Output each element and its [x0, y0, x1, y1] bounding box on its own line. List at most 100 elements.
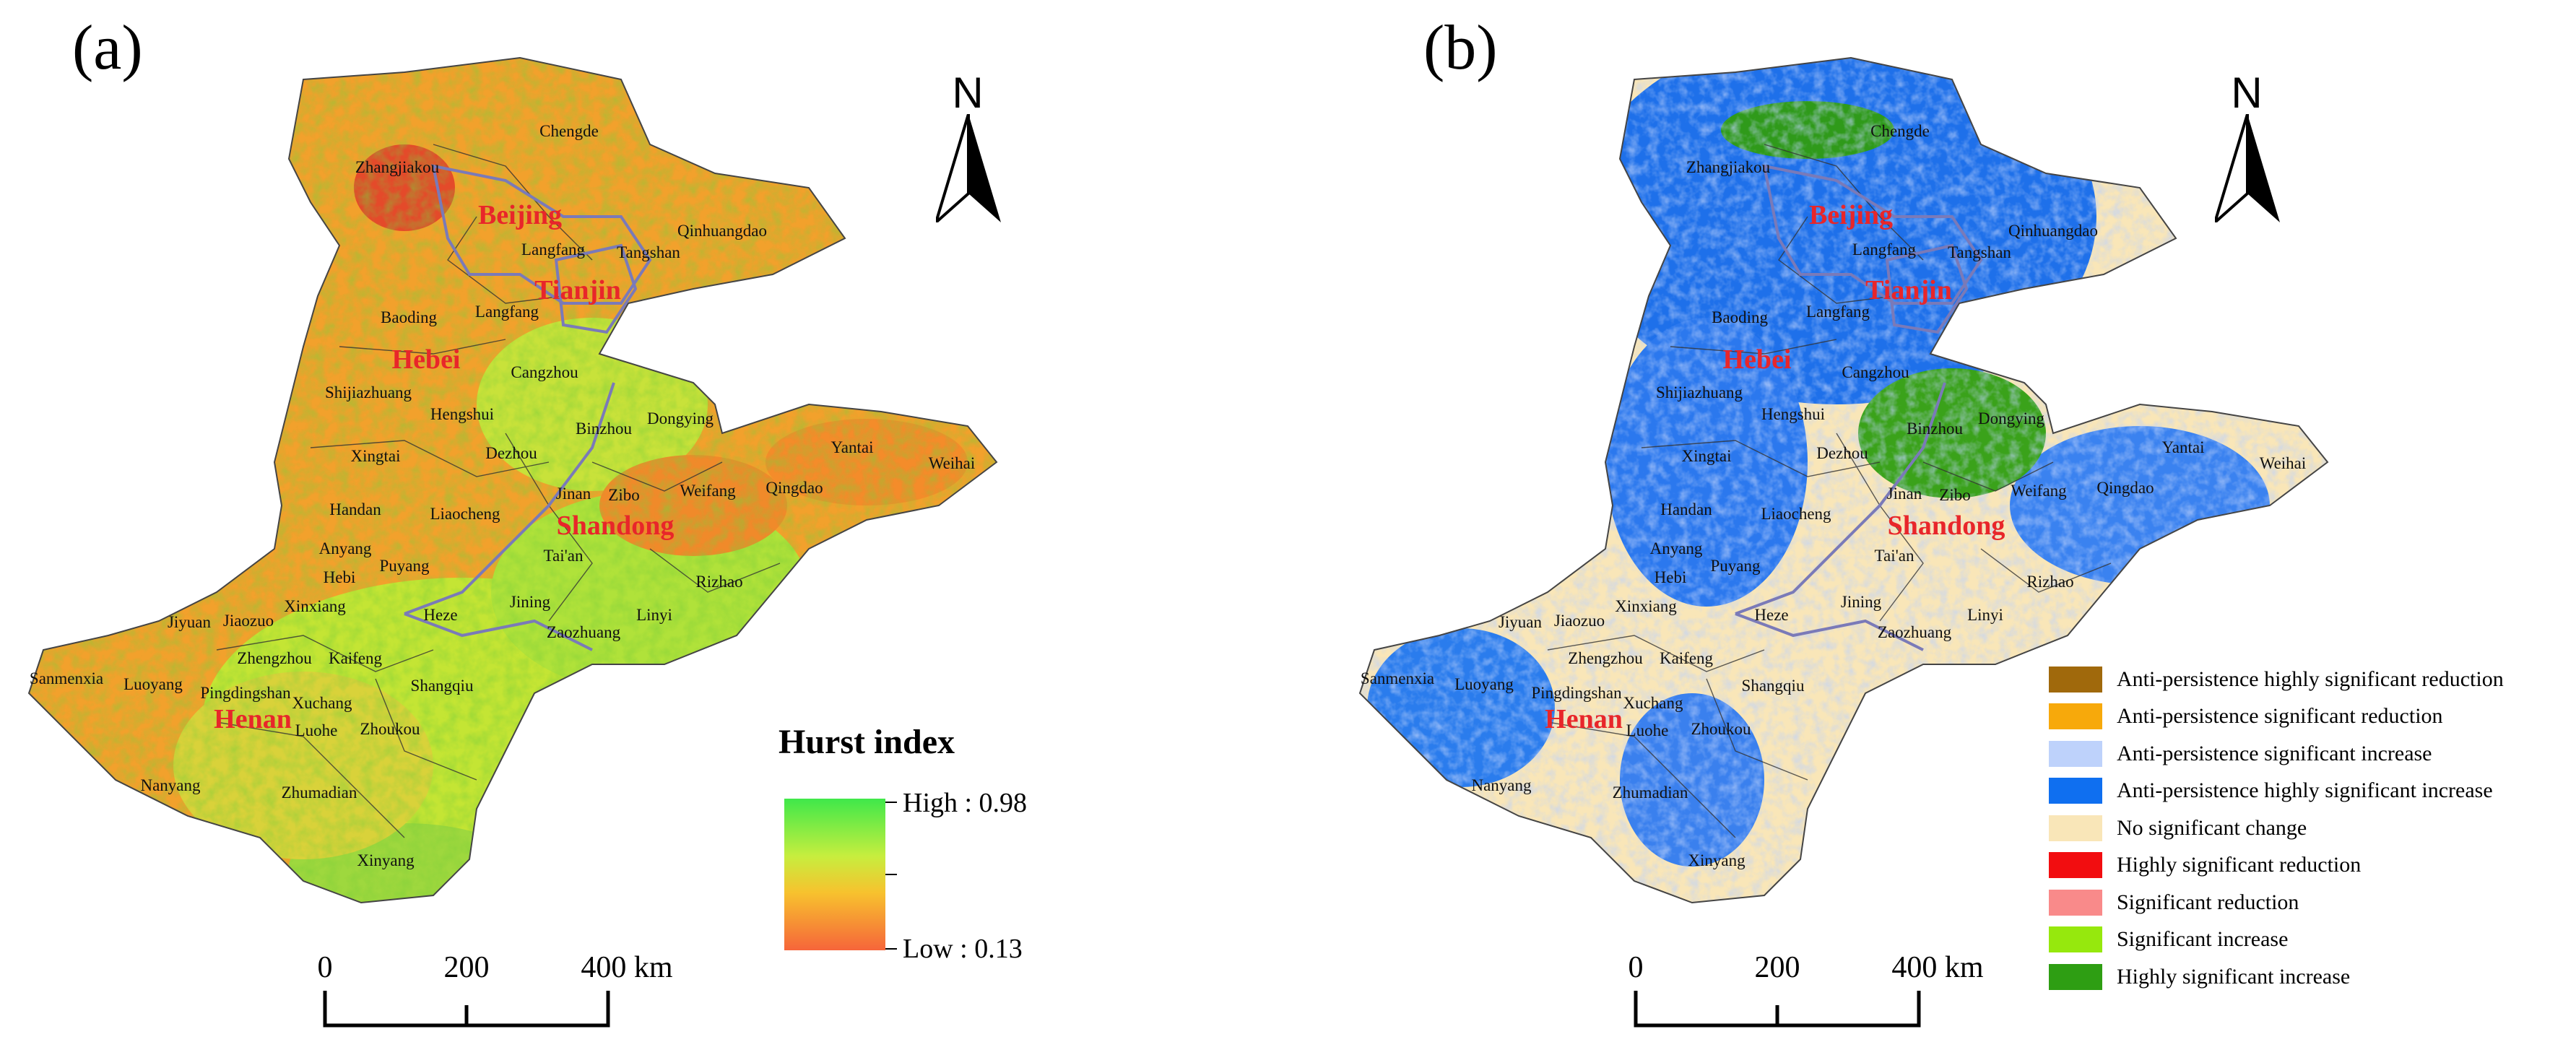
- city-hebi-a: Hebi: [323, 568, 356, 586]
- city-zhumadian-b: Zhumadian: [1612, 783, 1688, 802]
- city-sanmenxia-b: Sanmenxia: [1360, 669, 1435, 687]
- city-taian-a: Tai'an: [543, 547, 584, 565]
- city-xingtai-a: Xingtai: [350, 447, 401, 465]
- panel-b-trend-map: (b): [1288, 0, 2575, 1042]
- city-qinhuangdao-b: Qinhuangdao: [2008, 222, 2098, 240]
- legend-label: Anti-persistence highly significant redu…: [2117, 667, 2504, 691]
- city-kaifeng-a: Kaifeng: [328, 649, 383, 667]
- panel-b-label: (b): [1423, 13, 1498, 83]
- city-linyi-b: Linyi: [1967, 606, 2003, 624]
- city-shijiazhuang-a: Shijiazhuang: [324, 383, 412, 401]
- legend-item: Anti-persistence significant increase: [2049, 735, 2504, 773]
- city-zibo-b: Zibo: [1939, 486, 1971, 504]
- city-langfang1-a: Langfang: [521, 240, 586, 259]
- city-liaocheng-b: Liaocheng: [1761, 505, 1831, 523]
- legend-swatch: [2049, 815, 2102, 841]
- legend-swatch: [2049, 778, 2102, 804]
- city-jiyuan-a: Jiyuan: [167, 613, 212, 631]
- legend-label: Anti-persistence significant reduction: [2117, 704, 2443, 729]
- legend-swatch: [2049, 852, 2102, 879]
- legend-label: Anti-persistence highly significant incr…: [2117, 778, 2493, 803]
- legend-item: Highly significant increase: [2049, 958, 2504, 996]
- city-chengde-b: Chengde: [1870, 122, 1930, 140]
- city-xinyang-b: Xinyang: [1688, 851, 1745, 869]
- city-weifang-b: Weifang: [2011, 482, 2067, 500]
- city-cangzhou-b: Cangzhou: [1842, 363, 1909, 381]
- city-rizhao-b: Rizhao: [2026, 573, 2074, 591]
- legend-label: Highly significant increase: [2117, 964, 2351, 989]
- city-hengshui-b: Hengshui: [1761, 405, 1826, 423]
- legend-label: Anti-persistence significant increase: [2117, 741, 2432, 765]
- legend-label: Highly significant reduction: [2117, 853, 2362, 877]
- city-baoding-b: Baoding: [1712, 308, 1768, 326]
- city-shangqiu-a: Shangqiu: [410, 677, 474, 695]
- panel-a-label: (a): [72, 13, 143, 83]
- city-handan-a: Handan: [329, 500, 381, 518]
- city-jining-a: Jining: [509, 593, 551, 611]
- panel-a-hurst-map: (a): [28, 13, 1027, 1030]
- city-xinyang-a: Xinyang: [357, 851, 415, 869]
- city-zhengzhou-a: Zhengzhou: [237, 649, 312, 667]
- city-xuchang-b: Xuchang: [1623, 694, 1683, 712]
- city-yantai-a: Yantai: [831, 438, 874, 456]
- legend-swatch: [2049, 926, 2102, 953]
- city-langfang2-a: Langfang: [474, 303, 539, 321]
- scale-tick-400-a: 400 km: [581, 951, 673, 984]
- city-luoyang-a: Luoyang: [123, 675, 183, 693]
- city-puyang-a: Puyang: [379, 557, 430, 575]
- city-qinhuangdao-a: Qinhuangdao: [677, 222, 767, 240]
- city-luoyang-b: Luoyang: [1454, 675, 1514, 693]
- city-baoding-a: Baoding: [381, 308, 437, 326]
- city-rizhao-a: Rizhao: [695, 573, 743, 591]
- city-luohe-b: Luohe: [1626, 721, 1669, 739]
- legend-swatch: [2049, 666, 2102, 693]
- province-tianjin-a: Tianjin: [534, 275, 621, 305]
- legend-label: Significant reduction: [2117, 890, 2299, 914]
- city-linyi-a: Linyi: [636, 606, 672, 624]
- province-shandong-a: Shandong: [556, 511, 675, 541]
- legend-item: Anti-persistence highly significant incr…: [2049, 773, 2504, 810]
- city-luohe-a: Luohe: [295, 721, 338, 739]
- city-shijiazhuang-b: Shijiazhuang: [1655, 383, 1743, 401]
- scale-tick-0-b: 0: [1628, 951, 1644, 984]
- city-dezhou-b: Dezhou: [1816, 444, 1868, 462]
- city-tangshan-a: Tangshan: [617, 243, 680, 261]
- city-shangqiu-b: Shangqiu: [1741, 677, 1805, 695]
- city-taian-b: Tai'an: [1874, 547, 1914, 565]
- legend-item: Anti-persistence significant reduction: [2049, 698, 2504, 736]
- scale-tick-200-a: 200: [443, 951, 490, 984]
- north-label-a: N: [952, 69, 984, 117]
- province-henan-b: Henan: [1545, 704, 1623, 734]
- map-a-region: [28, 57, 997, 903]
- hurst-gradient-bar: [784, 799, 885, 950]
- legend-swatch: [2049, 703, 2102, 730]
- city-nanyang-a: Nanyang: [140, 776, 201, 794]
- city-jining-b: Jining: [1840, 593, 1882, 611]
- hurst-legend-title: Hurst index: [779, 723, 955, 761]
- city-cangzhou-a: Cangzhou: [511, 363, 578, 381]
- city-jiaozuo-b: Jiaozuo: [1553, 612, 1605, 630]
- legend-item: Significant increase: [2049, 921, 2504, 959]
- city-zibo-a: Zibo: [608, 486, 640, 504]
- scale-bar-a: 0 200 400 km: [303, 950, 708, 1030]
- city-qingdao-b: Qingdao: [2096, 479, 2154, 497]
- city-xuchang-a: Xuchang: [292, 694, 352, 712]
- city-weihai-a: Weihai: [928, 454, 976, 472]
- city-jiaozuo-a: Jiaozuo: [222, 612, 274, 630]
- legend-item: Significant reduction: [2049, 884, 2504, 921]
- scale-tick-400-b: 400 km: [1891, 951, 1984, 984]
- city-pingdingshan-a: Pingdingshan: [200, 684, 291, 702]
- city-xinxiang-b: Xinxiang: [1615, 597, 1677, 615]
- province-beijing-b: Beijing: [1808, 200, 1894, 230]
- city-zhoukou-b: Zhoukou: [1691, 720, 1751, 738]
- city-anyang-a: Anyang: [318, 539, 372, 557]
- province-henan-a: Henan: [214, 704, 292, 734]
- scale-tick-0-a: 0: [317, 951, 333, 984]
- city-jinan-a: Jinan: [555, 485, 591, 503]
- city-binzhou-a: Binzhou: [576, 420, 632, 438]
- city-langfang1-b: Langfang: [1852, 240, 1917, 259]
- city-handan-b: Handan: [1660, 500, 1712, 518]
- city-puyang-b: Puyang: [1710, 557, 1761, 575]
- north-arrow-icon: [2215, 114, 2280, 222]
- city-chengde-a: Chengde: [539, 122, 599, 140]
